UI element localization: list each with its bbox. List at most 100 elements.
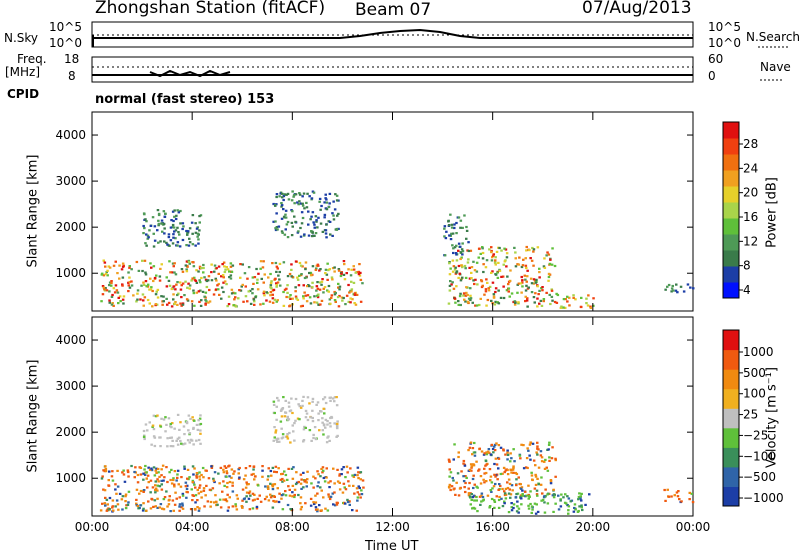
- data-cell: [179, 209, 182, 213]
- data-cell: [304, 261, 308, 264]
- data-cell: [488, 248, 491, 251]
- data-cell: [329, 396, 332, 399]
- data-cell: [502, 263, 505, 266]
- data-cell: [679, 285, 683, 288]
- data-cell: [470, 498, 473, 501]
- data-cell: [309, 271, 313, 274]
- data-cell: [145, 233, 148, 236]
- data-cell: [279, 409, 283, 412]
- data-cell: [178, 245, 182, 248]
- data-cell: [503, 492, 507, 495]
- data-cell: [448, 475, 451, 478]
- colorbar-tick-label: 100: [743, 387, 766, 401]
- data-cell: [666, 488, 669, 491]
- data-cell: [472, 474, 475, 477]
- data-cell: [146, 429, 149, 432]
- data-cell: [448, 234, 451, 237]
- data-cell: [172, 265, 175, 268]
- data-cell: [568, 296, 571, 299]
- freq-tick-bottom: 8: [68, 69, 76, 83]
- data-cell: [501, 472, 504, 475]
- data-cell: [547, 443, 551, 446]
- data-cell: [452, 247, 455, 250]
- data-cell: [222, 468, 225, 471]
- data-cell: [673, 494, 676, 497]
- data-cell: [267, 467, 270, 470]
- data-cell: [458, 295, 462, 298]
- data-cell: [223, 270, 227, 274]
- data-cell: [186, 491, 189, 494]
- data-cell: [271, 293, 274, 296]
- data-cell: [273, 436, 276, 439]
- data-cell: [282, 215, 286, 218]
- data-cell: [506, 468, 509, 472]
- data-cell: [452, 251, 455, 255]
- data-cell: [102, 274, 106, 277]
- data-cell: [539, 454, 543, 457]
- data-cell: [155, 471, 158, 474]
- data-cell: [544, 458, 547, 461]
- data-cell: [320, 283, 323, 286]
- data-cell: [485, 304, 488, 307]
- data-cell: [337, 305, 341, 308]
- data-cell: [165, 285, 169, 288]
- data-cell: [224, 498, 227, 502]
- data-cell: [479, 503, 482, 506]
- data-cell: [172, 293, 175, 296]
- data-cell: [204, 494, 207, 497]
- data-cell: [221, 274, 225, 277]
- data-cell: [513, 460, 516, 463]
- data-cell: [127, 284, 130, 287]
- data-cell: [218, 498, 222, 501]
- data-cell: [301, 195, 304, 198]
- data-cell: [505, 256, 509, 259]
- data-cell: [185, 298, 189, 301]
- data-cell: [154, 293, 158, 296]
- data-cell: [492, 485, 496, 488]
- data-cell: [99, 509, 103, 512]
- data-cell: [298, 405, 301, 408]
- data-cell: [340, 296, 344, 299]
- data-cell: [240, 505, 244, 508]
- data-cell: [492, 293, 496, 296]
- data-cell: [334, 193, 337, 196]
- data-cell: [282, 479, 286, 482]
- data-cell: [538, 289, 541, 292]
- data-cell: [531, 246, 534, 250]
- data-cell: [338, 474, 341, 477]
- data-cell: [154, 505, 157, 508]
- data-cell: [520, 275, 523, 279]
- data-cell: [525, 284, 528, 287]
- data-cell: [280, 497, 283, 500]
- data-cell: [543, 266, 547, 269]
- data-cell: [171, 439, 174, 442]
- data-cell: [574, 298, 577, 301]
- data-cell: [550, 289, 554, 292]
- data-cell: [274, 465, 278, 468]
- data-cell: [292, 195, 295, 198]
- data-cell: [557, 508, 561, 511]
- data-cell: [455, 221, 458, 225]
- data-cell: [180, 506, 183, 509]
- data-cell: [492, 296, 496, 299]
- data-cell: [213, 471, 217, 474]
- data-cell: [314, 477, 317, 480]
- data-cell: [266, 478, 269, 481]
- data-cell: [470, 465, 474, 468]
- data-cell: [311, 235, 314, 238]
- data-cell: [299, 406, 303, 409]
- data-cell: [328, 422, 332, 425]
- data-cell: [464, 276, 468, 279]
- data-cell: [535, 493, 539, 496]
- data-cell: [189, 508, 193, 511]
- data-cell: [104, 287, 107, 290]
- data-cell: [334, 291, 337, 295]
- data-cell: [210, 279, 214, 282]
- data-cell: [517, 511, 520, 514]
- data-cell: [450, 283, 453, 286]
- data-cell: [321, 278, 324, 281]
- data-cell: [459, 245, 462, 248]
- data-cell: [116, 469, 119, 472]
- data-cell: [230, 288, 234, 291]
- data-cell: [193, 467, 196, 470]
